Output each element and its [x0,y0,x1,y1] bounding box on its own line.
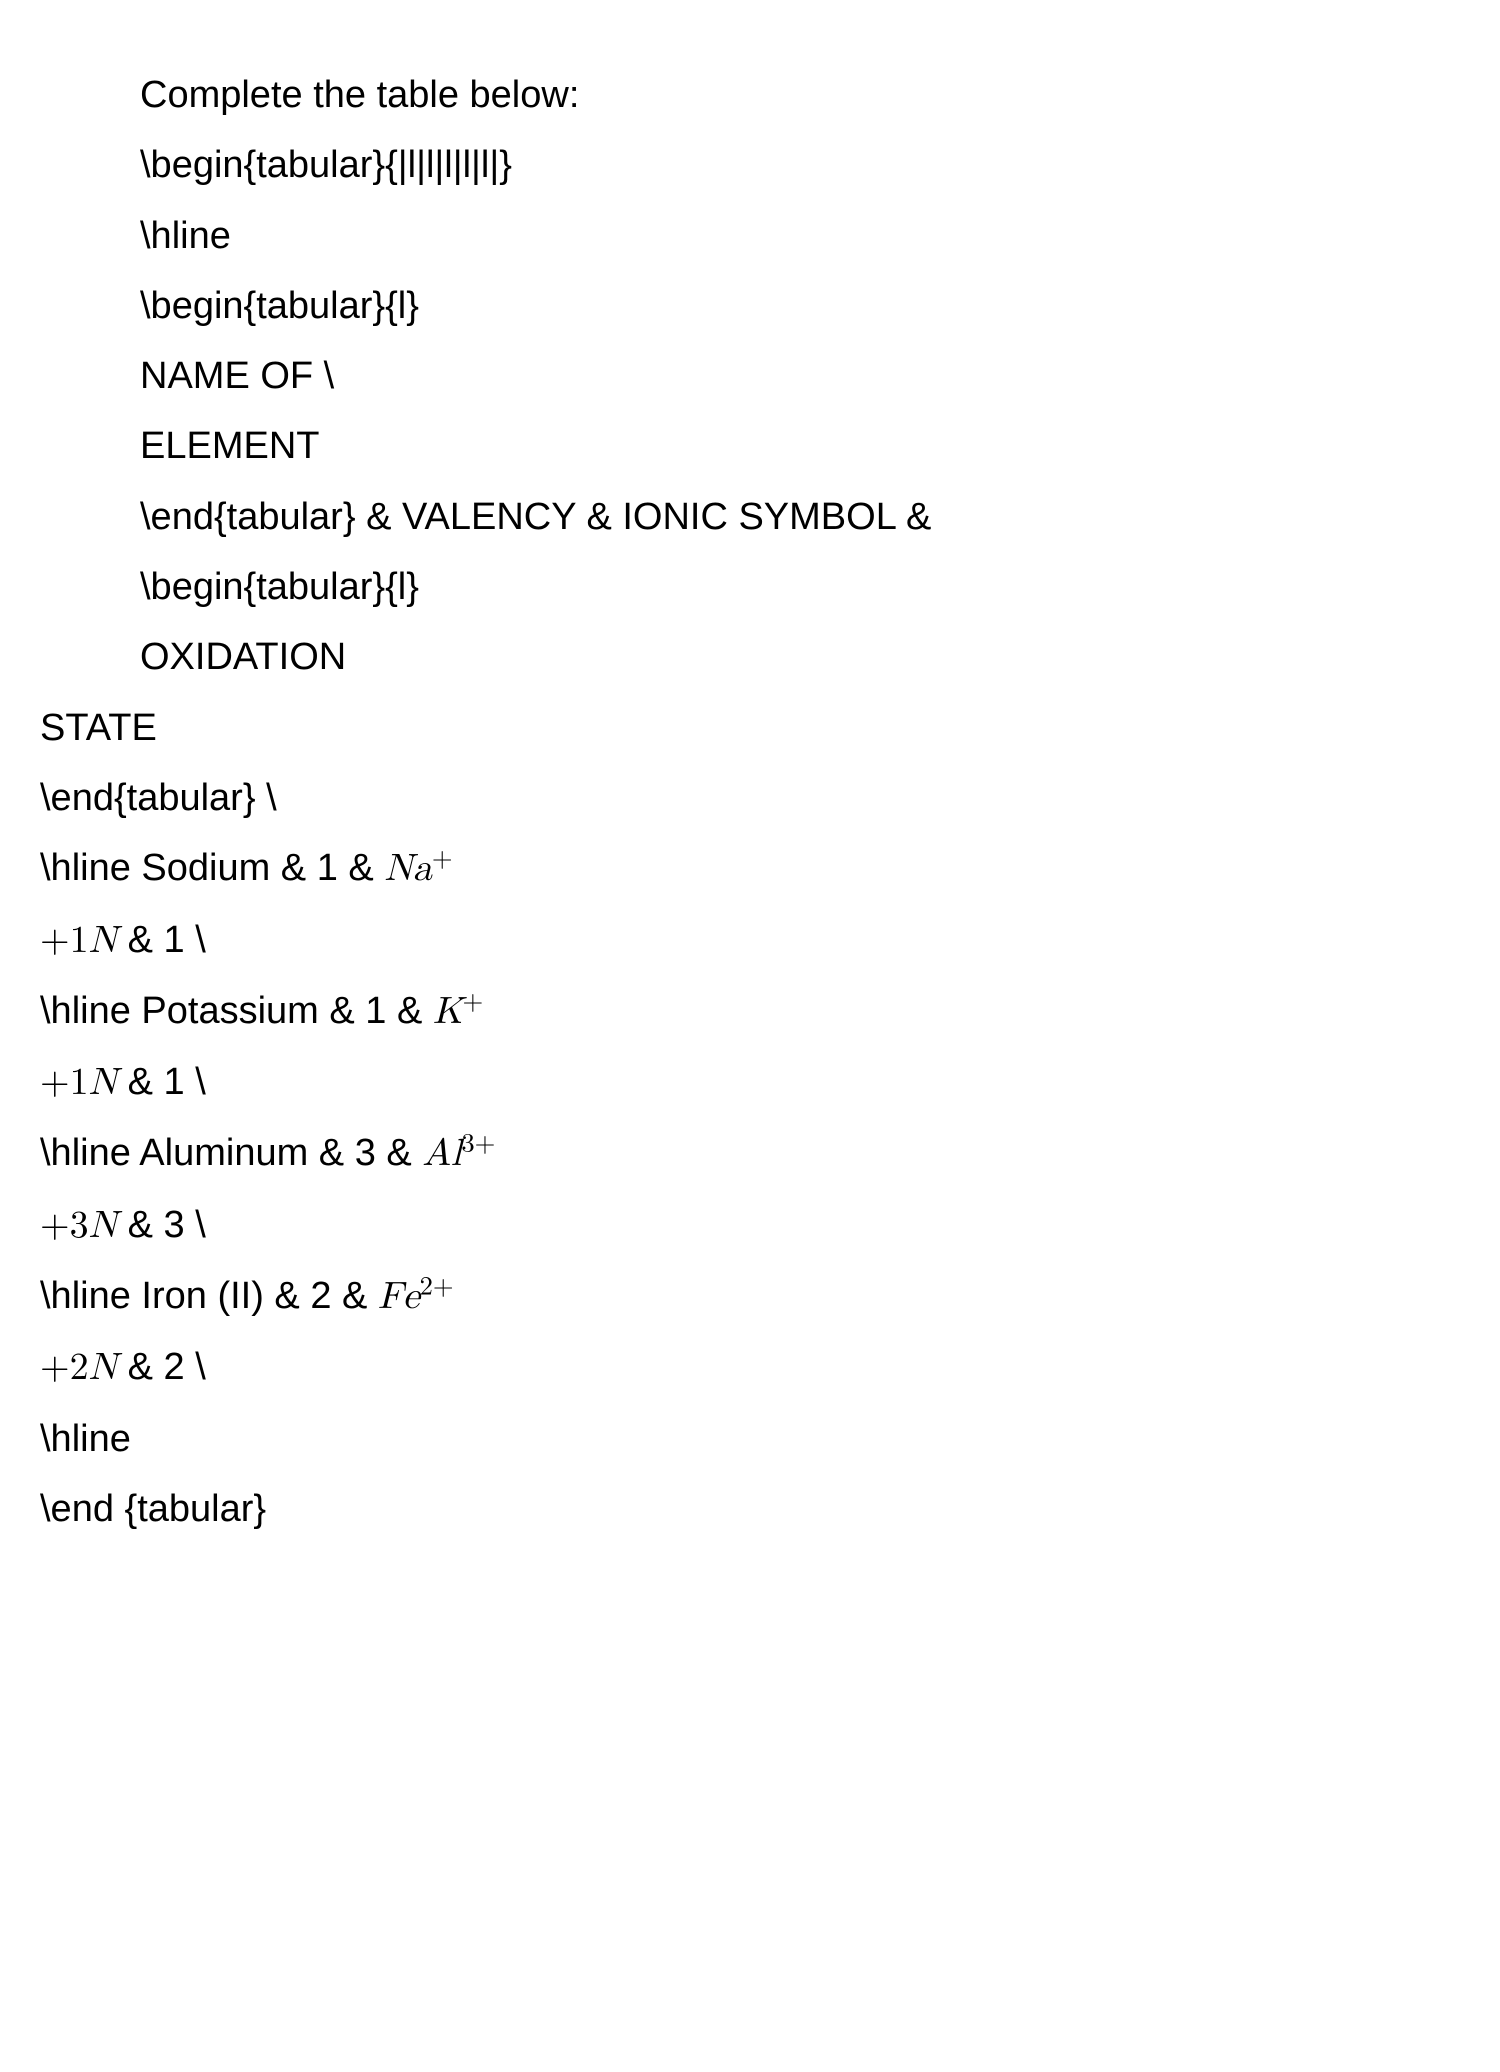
text-line: \hline Potassium & 1 & K+ [40,976,1460,1047]
line-pre-text: \hline Iron (II) & 2 & [40,1275,378,1317]
text-line: ELEMENT [40,411,1460,481]
text-line: \end{tabular} \ [40,763,1460,833]
text-line: +1N & 1 \ [40,905,1460,976]
text-line: \begin{tabular}{|l|l|l|l|l|} [40,130,1460,200]
math-base: Na [384,850,432,888]
math-variable: N [89,922,118,960]
document-body: Complete the table below: \begin{tabular… [40,60,1460,1544]
text-line: \hline Sodium & 1 & Na+ [40,833,1460,904]
line-pre-text: \hline Aluminum & 3 & [40,1132,422,1174]
math-superscript: 3+ [461,1132,495,1158]
math-variable: N [89,1064,118,1102]
math-base: Fe [378,1278,420,1316]
text-line: \begin{tabular}{l} [40,552,1460,622]
line-post-text: & 3 \ [117,1204,206,1246]
line-post-text: & 1 \ [117,1061,206,1103]
text-line: +2N & 2 \ [40,1332,1460,1403]
text-line: \begin{tabular}{l} [40,271,1460,341]
math-prefix: +1 [40,922,89,960]
text-line: \hline [40,201,1460,271]
math-base: Al [422,1135,461,1173]
text-line: +1N & 1 \ [40,1047,1460,1118]
math-superscript: + [462,989,483,1015]
text-line: \hline Aluminum & 3 & Al3+ [40,1118,1460,1189]
text-line: STATE [40,693,1460,763]
text-line: Complete the table below: [40,60,1460,130]
line-pre-text: \hline Potassium & 1 & [40,990,433,1032]
text-line: +3N & 3 \ [40,1190,1460,1261]
math-prefix: +1 [40,1064,89,1102]
text-line: \end {tabular} [40,1474,1460,1544]
line-pre-text: \hline Sodium & 1 & [40,847,384,889]
text-line: OXIDATION [40,622,1460,692]
math-variable: N [89,1207,118,1245]
math-superscript: + [432,847,453,873]
math-prefix: +2 [40,1349,89,1387]
line-post-text: & 1 \ [117,919,206,961]
math-prefix: +3 [40,1207,89,1245]
math-superscript: 2+ [420,1274,454,1300]
text-line: \hline Iron (II) & 2 & Fe2+ [40,1261,1460,1332]
line-post-text: & 2 \ [117,1346,206,1388]
text-line: \hline [40,1404,1460,1474]
math-variable: N [89,1349,118,1387]
text-line: NAME OF \ [40,341,1460,411]
math-base: K [433,993,463,1031]
text-line: \end{tabular} & VALENCY & IONIC SYMBOL & [40,482,1460,552]
